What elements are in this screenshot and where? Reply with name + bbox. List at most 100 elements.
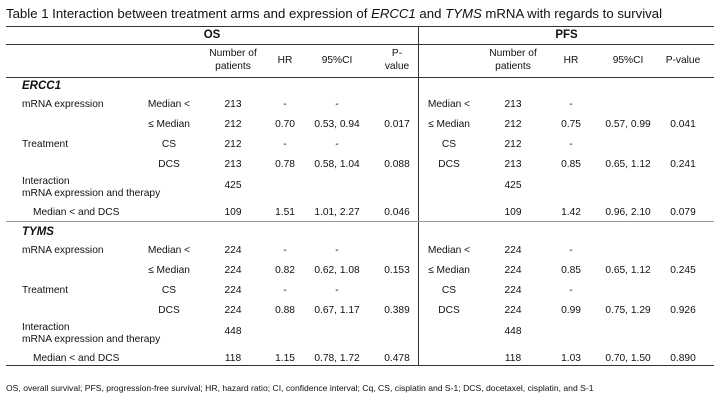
pfs-subgroup: Median < [427, 99, 471, 110]
row-label-line2: mRNA expression and therapy [22, 334, 161, 345]
os-p-header-line1: P- [391, 48, 403, 59]
pfs-n-header: Number of patients [489, 47, 537, 73]
pfs-subgroup: ≤ Median [428, 119, 470, 130]
pfs-n-header-line2: patients [495, 61, 531, 72]
os-hr-cell: - [283, 99, 287, 110]
pfs-n-cell: 213 [504, 159, 522, 170]
pfs-hr-cell: - [569, 285, 573, 296]
pfs-n-cell: 224 [504, 265, 522, 276]
os-subgroup: CS [161, 139, 177, 150]
os-n-header-line2: patients [215, 61, 251, 72]
pfs-subgroup: DCS [438, 305, 460, 316]
row-label: Median < and DCS [33, 353, 120, 364]
os-subgroup: DCS [158, 159, 180, 170]
os-subgroup: CS [161, 285, 177, 296]
os-hr-cell: 0.78 [275, 159, 295, 170]
table-caption: Table 1 Interaction between treatment ar… [6, 6, 662, 21]
pfs-p-cell: 0.079 [670, 207, 696, 218]
pfs-ci-cell: 0.65, 1.12 [605, 159, 651, 170]
pfs-n-cell: 212 [504, 139, 522, 150]
group-header-os: OS [203, 29, 221, 41]
os-subgroup: Median < [147, 245, 191, 256]
os-n-cell: 212 [224, 119, 242, 130]
os-p-cell: 0.153 [384, 265, 410, 276]
pfs-hr-cell: 1.42 [561, 207, 581, 218]
row-label: Treatment [22, 285, 69, 296]
os-ci-cell: - [335, 139, 339, 150]
os-subgroup: DCS [158, 305, 180, 316]
os-p-cell: 0.088 [384, 159, 410, 170]
os-n-header: Number of patients [209, 47, 257, 73]
os-hr-cell: 1.15 [275, 353, 295, 364]
pfs-hr-cell: - [569, 139, 573, 150]
os-p-cell: 0.389 [384, 305, 410, 316]
os-p-header-line2: value [384, 61, 410, 72]
os-ci-cell: - [335, 99, 339, 110]
os-n-cell: 224 [224, 285, 242, 296]
caption-suffix: mRNA with regards to survival [481, 6, 663, 21]
gene-section-label: TYMS [22, 226, 54, 238]
os-n-cell: 109 [224, 207, 242, 218]
os-p-header: P-value [385, 47, 409, 73]
pfs-subgroup: ≤ Median [428, 265, 470, 276]
pfs-hr-cell: - [569, 245, 573, 256]
top-rule [6, 26, 714, 27]
os-hr-cell: 0.82 [275, 265, 295, 276]
caption-gene1: ERCC1 [371, 6, 416, 21]
os-n-cell: 425 [224, 180, 242, 191]
pfs-hr-cell: 1.03 [561, 353, 581, 364]
pfs-n-cell: 224 [504, 305, 522, 316]
os-hr-cell: - [283, 245, 287, 256]
pfs-p-header: P-value [665, 55, 701, 66]
row-label: Interaction [22, 176, 70, 187]
os-hr-header: HR [277, 55, 293, 66]
os-n-cell: 448 [224, 326, 242, 337]
os-subgroup: ≤ Median [148, 119, 190, 130]
os-n-cell: 224 [224, 265, 242, 276]
caption-mid: and [415, 6, 446, 21]
pfs-n-cell: 109 [504, 207, 522, 218]
pfs-ci-cell: 0.57, 0.99 [605, 119, 651, 130]
pfs-n-cell: 224 [504, 245, 522, 256]
pfs-ci-cell: 0.75, 1.29 [605, 305, 651, 316]
pfs-n-cell: 224 [504, 285, 522, 296]
os-p-cell: 0.478 [384, 353, 410, 364]
pfs-p-cell: 0.245 [670, 265, 696, 276]
gene-section-label: ERCC1 [22, 80, 61, 92]
pfs-n-cell: 118 [504, 353, 522, 364]
os-p-cell: 0.046 [384, 207, 410, 218]
row-label: Median < and DCS [33, 207, 120, 218]
row-label: mRNA expression [22, 99, 104, 110]
os-pfs-divider [418, 27, 419, 365]
os-ci-cell: 0.62, 1.08 [314, 265, 360, 276]
pfs-ci-cell: 0.65, 1.12 [605, 265, 651, 276]
os-n-cell: 212 [224, 139, 242, 150]
pfs-hr-cell: 0.85 [561, 159, 581, 170]
os-n-cell: 224 [224, 245, 242, 256]
pfs-n-cell: 213 [504, 99, 522, 110]
pfs-p-cell: 0.926 [670, 305, 696, 316]
pfs-hr-header: HR [563, 55, 579, 66]
os-hr-cell: 0.70 [275, 119, 295, 130]
row-label: mRNA expression [22, 245, 104, 256]
os-hr-cell: - [283, 285, 287, 296]
group-header-rule [6, 44, 714, 45]
pfs-subgroup: DCS [438, 159, 460, 170]
pfs-p-cell: 0.241 [670, 159, 696, 170]
table-footnote: OS, overall survival; PFS, progression-f… [6, 383, 594, 393]
os-subgroup: Median < [147, 99, 191, 110]
os-subgroup: ≤ Median [148, 265, 190, 276]
row-label: Treatment [22, 139, 69, 150]
pfs-hr-cell: 0.85 [561, 265, 581, 276]
os-hr-cell: 1.51 [275, 207, 295, 218]
pfs-subgroup: CS [441, 285, 457, 296]
section-separator [6, 221, 714, 222]
column-header-rule [6, 77, 714, 78]
pfs-n-cell: 212 [504, 119, 522, 130]
pfs-ci-header: 95%CI [612, 55, 644, 66]
os-ci-cell: 0.58, 1.04 [314, 159, 360, 170]
pfs-subgroup: Median < [427, 245, 471, 256]
group-header-pfs: PFS [555, 29, 578, 41]
pfs-hr-cell: - [569, 99, 573, 110]
os-p-cell: 0.017 [384, 119, 410, 130]
